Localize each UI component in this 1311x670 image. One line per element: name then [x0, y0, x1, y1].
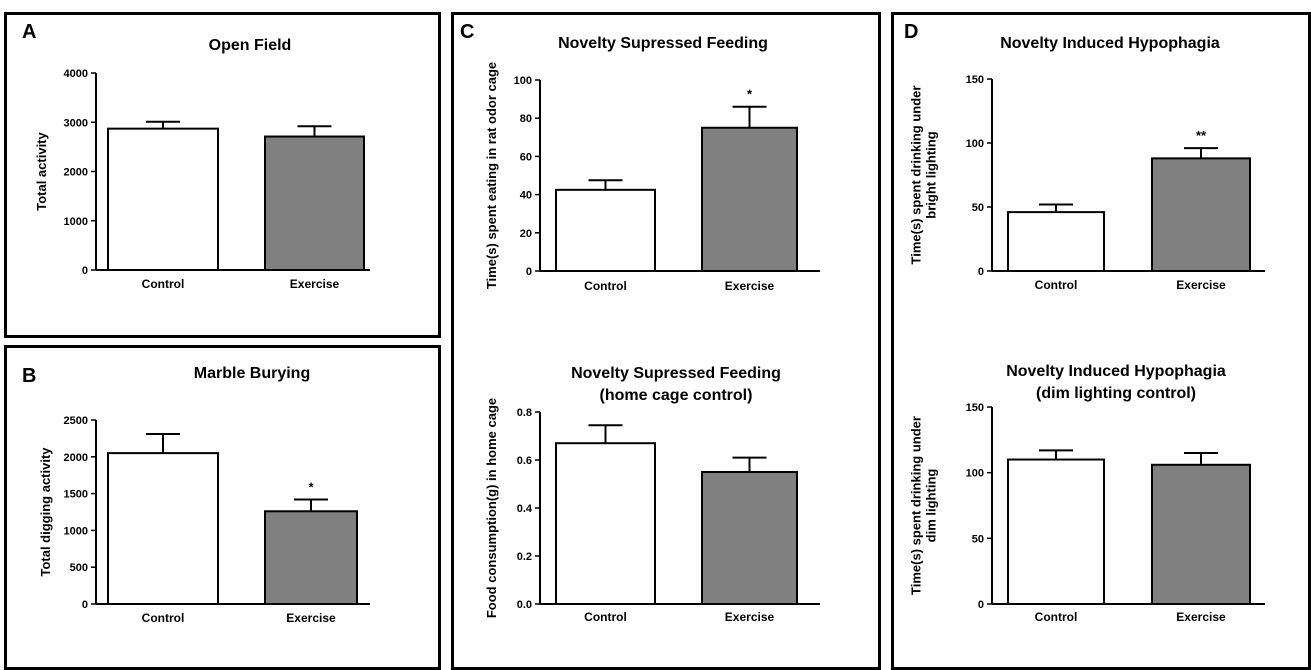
bar-control — [1007, 211, 1105, 272]
y-tick-label: 150 — [966, 402, 984, 414]
y-tick-label: 60 — [520, 151, 532, 163]
x-tick-label: Exercise — [1176, 278, 1226, 292]
y-tick-label: 0 — [82, 599, 88, 611]
y-tick-label: 150 — [966, 74, 984, 86]
y-axis-label: Food consumption(g) in home cage — [484, 398, 499, 618]
y-tick-label: 2000 — [64, 452, 88, 464]
y-tick-label: 0.8 — [517, 407, 532, 419]
bar-control — [555, 188, 656, 272]
y-tick-label: 0 — [978, 599, 984, 611]
significance-marker: * — [308, 479, 314, 494]
chart-title: (dim lighting control) — [1036, 385, 1196, 402]
y-tick-label: 100 — [966, 468, 984, 480]
chart-title: Novelty Supressed Feeding — [558, 35, 768, 52]
y-tick-label: 0 — [526, 266, 532, 278]
y-tick-label: 0 — [978, 266, 984, 278]
x-tick-label: Control — [1035, 610, 1078, 624]
panel-letter: A — [22, 21, 36, 43]
panel-letter: C — [460, 21, 474, 43]
x-tick-label: Control — [142, 611, 185, 625]
y-axis-label: Time(s) spent drinking under — [909, 416, 924, 595]
y-tick-label: 0.0 — [517, 599, 532, 611]
x-tick-label: Exercise — [286, 611, 336, 625]
bar-control — [107, 127, 219, 271]
y-axis-label: dim lighting — [924, 469, 939, 543]
y-tick-label: 40 — [520, 190, 532, 202]
panel-c — [451, 12, 881, 670]
x-tick-label: Control — [142, 277, 185, 291]
y-axis-label: Time(s) spent eating in rat odor cage — [484, 62, 499, 289]
bar-exercise — [264, 510, 358, 606]
y-tick-label: 50 — [972, 533, 984, 545]
x-tick-label: Control — [584, 610, 627, 624]
y-axis-label: Total activity — [34, 131, 49, 210]
y-tick-label: 100 — [514, 75, 532, 87]
y-tick-label: 50 — [972, 202, 984, 214]
significance-marker: * — [747, 87, 753, 102]
bar-exercise — [264, 135, 365, 271]
significance-marker: ** — [1196, 128, 1207, 143]
chart-title: Marble Burying — [194, 365, 310, 382]
y-tick-label: 0 — [82, 265, 88, 277]
panel-a — [4, 12, 441, 338]
y-axis-label: Total digging activity — [38, 447, 53, 577]
bar-exercise — [701, 471, 798, 605]
y-tick-label: 4000 — [64, 68, 88, 80]
y-tick-label: 100 — [966, 138, 984, 150]
chart-title: Novelty Induced Hypophagia — [1006, 363, 1226, 380]
y-tick-label: 3000 — [64, 117, 88, 129]
y-tick-label: 2000 — [64, 167, 88, 179]
x-tick-label: Exercise — [1176, 610, 1226, 624]
bar-exercise — [1151, 463, 1251, 605]
y-tick-label: 1500 — [64, 489, 88, 501]
panel-b — [4, 345, 441, 670]
bar-exercise — [1151, 157, 1251, 272]
y-tick-label: 0.2 — [517, 551, 532, 563]
x-tick-label: Control — [584, 279, 627, 293]
bar-control — [555, 442, 656, 606]
bar-control — [1007, 458, 1105, 605]
y-tick-label: 0.4 — [517, 503, 533, 515]
bar-exercise — [701, 126, 798, 272]
chart-title: Open Field — [209, 37, 292, 54]
y-tick-label: 500 — [70, 562, 88, 574]
y-axis-label: Time(s) spent drinking under — [909, 86, 924, 265]
y-tick-label: 1000 — [64, 525, 88, 537]
y-tick-label: 80 — [520, 113, 532, 125]
chart-title: Novelty Supressed Feeding — [571, 365, 781, 382]
panel-letter: D — [904, 21, 918, 43]
y-tick-label: 0.6 — [517, 455, 532, 467]
bar-control — [107, 452, 219, 605]
chart-title: (home cage control) — [600, 387, 753, 404]
x-tick-label: Exercise — [725, 279, 775, 293]
y-tick-label: 1000 — [64, 216, 88, 228]
y-tick-label: 20 — [520, 228, 532, 240]
chart-title: Novelty Induced Hypophagia — [1000, 35, 1220, 52]
x-tick-label: Exercise — [725, 610, 775, 624]
x-tick-label: Exercise — [290, 277, 340, 291]
y-tick-label: 2500 — [64, 415, 88, 427]
y-axis-label: bright lighting — [924, 131, 939, 218]
panel-letter: B — [22, 365, 36, 387]
x-tick-label: Control — [1035, 278, 1078, 292]
